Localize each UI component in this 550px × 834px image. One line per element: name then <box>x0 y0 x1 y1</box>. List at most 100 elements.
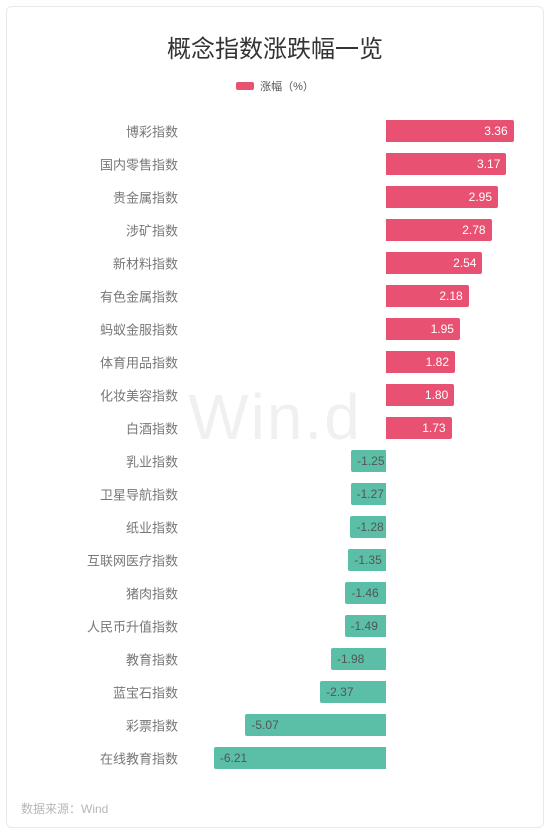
bar-value: 3.17 <box>477 157 500 171</box>
legend: 涨幅（%） <box>7 78 543 94</box>
bar-label: 蓝宝石指数 <box>12 682 178 701</box>
legend-label: 涨幅（%） <box>260 78 314 94</box>
bar-row: 贵金属指数 2.95 <box>12 180 538 213</box>
bar-label: 新材料指数 <box>12 253 178 272</box>
bar-track: 3.36 <box>192 114 538 147</box>
bar-chart: 博彩指数 3.36 国内零售指数 3.17 贵金属指数 2.95 涉矿指数 2.78 新材料指数… <box>12 114 538 774</box>
bar-track: 1.95 <box>192 312 538 345</box>
bar-track: -6.21 <box>192 741 538 774</box>
bar-row: 体育用品指数 1.82 <box>12 345 538 378</box>
bar-label: 贵金属指数 <box>12 187 178 206</box>
bar-label: 彩票指数 <box>12 715 178 734</box>
bar-track: 1.80 <box>192 378 538 411</box>
bar-label: 涉矿指数 <box>12 220 178 239</box>
bar-row: 涉矿指数 2.78 <box>12 213 538 246</box>
bar-track: -1.35 <box>192 543 538 576</box>
bar-label: 有色金属指数 <box>12 286 178 305</box>
bar: -6.21 <box>214 747 386 769</box>
bar-row: 有色金属指数 2.18 <box>12 279 538 312</box>
bar-label: 互联网医疗指数 <box>12 550 178 569</box>
bar: -1.28 <box>350 516 385 538</box>
bar-value: 2.78 <box>462 223 485 237</box>
bar-value: -1.49 <box>351 619 378 633</box>
bar-value: -2.37 <box>326 685 353 699</box>
bar: 2.54 <box>386 252 483 274</box>
bar: -1.49 <box>345 615 386 637</box>
bar-value: 3.36 <box>484 124 507 138</box>
bar: 1.82 <box>386 351 455 373</box>
bar-row: 乳业指数 -1.25 <box>12 444 538 477</box>
bar-value: 2.54 <box>453 256 476 270</box>
bar-track: -1.25 <box>192 444 538 477</box>
bar-value: -5.07 <box>251 718 278 732</box>
bar: 1.73 <box>386 417 452 439</box>
bar-value: -1.28 <box>356 520 383 534</box>
bar-label: 教育指数 <box>12 649 178 668</box>
bar-track: -1.98 <box>192 642 538 675</box>
bar-value: 1.82 <box>426 355 449 369</box>
bar-track: -5.07 <box>192 708 538 741</box>
bar: -1.46 <box>345 582 385 604</box>
bar-track: 2.78 <box>192 213 538 246</box>
bar-value: 2.95 <box>469 190 492 204</box>
bar-value: 2.18 <box>439 289 462 303</box>
bar-track: -1.46 <box>192 576 538 609</box>
bar: -1.98 <box>331 648 386 670</box>
bar-label: 化妆美容指数 <box>12 385 178 404</box>
bar-value: -1.35 <box>354 553 381 567</box>
bar-track: 2.95 <box>192 180 538 213</box>
bar-value: -1.98 <box>337 652 364 666</box>
bar-value: 1.80 <box>425 388 448 402</box>
bar: 1.95 <box>386 318 460 340</box>
bar-value: -1.25 <box>357 454 384 468</box>
bar-label: 乳业指数 <box>12 451 178 470</box>
bar-label: 蚂蚁金服指数 <box>12 319 178 338</box>
bar-row: 教育指数 -1.98 <box>12 642 538 675</box>
bar: 2.78 <box>386 219 492 241</box>
bar-label: 纸业指数 <box>12 517 178 536</box>
bar: 2.18 <box>386 285 469 307</box>
bar: 2.95 <box>386 186 498 208</box>
bar-track: 3.17 <box>192 147 538 180</box>
bar-label: 卫星导航指数 <box>12 484 178 503</box>
bar-label: 猪肉指数 <box>12 583 178 602</box>
bar-row: 博彩指数 3.36 <box>12 114 538 147</box>
bar-value: 1.73 <box>422 421 445 435</box>
legend-swatch <box>236 82 254 90</box>
bar-row: 纸业指数 -1.28 <box>12 510 538 543</box>
bar: -1.35 <box>348 549 385 571</box>
bar-row: 互联网医疗指数 -1.35 <box>12 543 538 576</box>
chart-card: 概念指数涨跌幅一览 涨幅（%） 博彩指数3.36国内零售指数3.17贵金属指数2… <box>6 6 544 828</box>
bar-label: 体育用品指数 <box>12 352 178 371</box>
bar-value: -6.21 <box>220 751 247 765</box>
bar-label: 人民币升值指数 <box>12 616 178 635</box>
data-source: 数据来源：Wind <box>21 800 108 817</box>
bar-row: 国内零售指数 3.17 <box>12 147 538 180</box>
bar-value: 1.95 <box>431 322 454 336</box>
bar-track: 2.18 <box>192 279 538 312</box>
bar-row: 蚂蚁金服指数 1.95 <box>12 312 538 345</box>
bar-label: 博彩指数 <box>12 121 178 140</box>
bar-value: -1.27 <box>357 487 384 501</box>
bar-track: 1.82 <box>192 345 538 378</box>
bar: 3.36 <box>386 120 514 142</box>
bar: -1.25 <box>351 450 386 472</box>
bar: -1.27 <box>351 483 386 505</box>
bar-label: 白酒指数 <box>12 418 178 437</box>
bar-value: -1.46 <box>351 586 378 600</box>
bar-row: 彩票指数 -5.07 <box>12 708 538 741</box>
bar-row: 白酒指数 1.73 <box>12 411 538 444</box>
bar: 3.17 <box>386 153 507 175</box>
bar-track: 1.73 <box>192 411 538 444</box>
bar-row: 新材料指数 2.54 <box>12 246 538 279</box>
bar-row: 化妆美容指数 1.80 <box>12 378 538 411</box>
bar: 1.80 <box>386 384 455 406</box>
bar-row: 蓝宝石指数 -2.37 <box>12 675 538 708</box>
bar-track: -1.27 <box>192 477 538 510</box>
bar-row: 人民币升值指数 -1.49 <box>12 609 538 642</box>
bar-label: 国内零售指数 <box>12 154 178 173</box>
bar-label: 在线教育指数 <box>12 748 178 767</box>
bar: -2.37 <box>320 681 386 703</box>
bar-track: -1.28 <box>192 510 538 543</box>
bar-track: -2.37 <box>192 675 538 708</box>
